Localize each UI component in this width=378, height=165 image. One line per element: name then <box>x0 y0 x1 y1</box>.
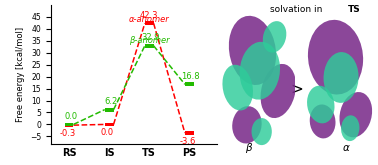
Text: 0.0: 0.0 <box>101 128 114 137</box>
Text: 0.0: 0.0 <box>64 112 77 121</box>
Bar <box>145 44 153 48</box>
Ellipse shape <box>260 64 296 118</box>
Bar <box>65 123 73 126</box>
Ellipse shape <box>222 65 253 111</box>
Bar <box>105 123 113 126</box>
Text: solvation in: solvation in <box>270 5 325 14</box>
Ellipse shape <box>341 115 359 141</box>
Bar <box>185 131 194 135</box>
Text: -0.3: -0.3 <box>59 129 76 138</box>
Ellipse shape <box>263 21 287 53</box>
Bar <box>145 21 153 25</box>
Y-axis label: Free energy [kcal/mol]: Free energy [kcal/mol] <box>15 27 25 122</box>
Ellipse shape <box>229 16 276 85</box>
Text: 6.2: 6.2 <box>104 97 118 106</box>
Bar <box>65 123 73 127</box>
Text: α-anomer: α-anomer <box>129 15 170 23</box>
Text: 16.8: 16.8 <box>181 72 200 81</box>
Text: 42.3: 42.3 <box>140 11 158 20</box>
Ellipse shape <box>307 86 335 123</box>
Ellipse shape <box>324 52 359 103</box>
Ellipse shape <box>339 92 372 137</box>
Ellipse shape <box>251 118 272 145</box>
Text: α: α <box>343 143 350 153</box>
Ellipse shape <box>308 20 363 95</box>
Text: β: β <box>245 143 252 153</box>
Bar <box>185 82 194 86</box>
Text: β-anomer: β-anomer <box>129 36 170 45</box>
Text: -3.6: -3.6 <box>180 137 196 146</box>
Text: 32.9: 32.9 <box>142 33 160 42</box>
Text: TS: TS <box>348 5 361 14</box>
Ellipse shape <box>240 42 280 100</box>
Text: >: > <box>291 82 304 97</box>
Ellipse shape <box>232 106 262 144</box>
Bar <box>105 108 113 112</box>
Ellipse shape <box>310 104 336 138</box>
